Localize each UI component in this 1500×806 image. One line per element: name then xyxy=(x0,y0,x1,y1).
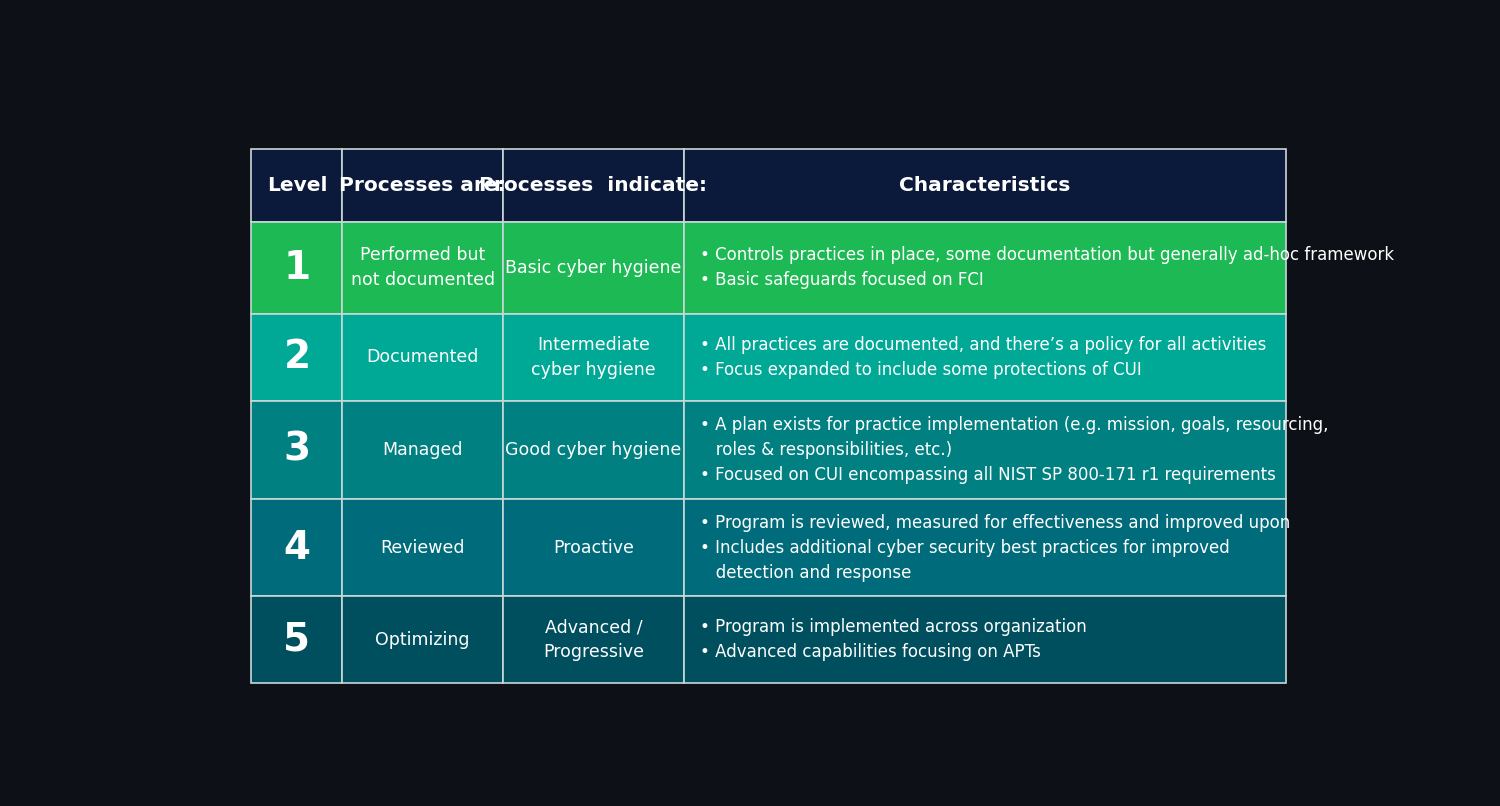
Bar xyxy=(252,314,342,401)
Bar xyxy=(342,499,502,596)
Bar xyxy=(503,149,684,222)
Bar xyxy=(684,499,1286,596)
Text: • A plan exists for practice implementation (e.g. mission, goals, resourcing,
  : • A plan exists for practice implementat… xyxy=(700,416,1329,484)
Text: Intermediate
cyber hygiene: Intermediate cyber hygiene xyxy=(531,336,656,379)
Bar xyxy=(684,596,1286,683)
Bar xyxy=(342,596,502,683)
Text: Managed: Managed xyxy=(382,441,464,459)
Bar xyxy=(503,499,684,596)
Bar xyxy=(684,401,1286,499)
Text: Processes  indicate:: Processes indicate: xyxy=(480,176,708,195)
Text: • Controls practices in place, some documentation but generally ad-hoc framework: • Controls practices in place, some docu… xyxy=(700,246,1395,289)
Bar xyxy=(252,149,342,222)
Text: • Program is reviewed, measured for effectiveness and improved upon
• Includes a: • Program is reviewed, measured for effe… xyxy=(700,513,1290,581)
Text: Optimizing: Optimizing xyxy=(375,631,470,649)
Text: Proactive: Proactive xyxy=(554,538,634,556)
Bar xyxy=(503,314,684,401)
Text: Processes are:: Processes are: xyxy=(339,176,506,195)
Bar xyxy=(252,499,342,596)
Bar xyxy=(503,222,684,314)
Bar xyxy=(252,596,342,683)
Bar xyxy=(342,401,502,499)
Text: Characteristics: Characteristics xyxy=(900,176,1071,195)
Text: Reviewed: Reviewed xyxy=(381,538,465,556)
Bar xyxy=(503,596,684,683)
Bar xyxy=(684,314,1286,401)
Bar xyxy=(252,401,342,499)
Text: 3: 3 xyxy=(284,430,310,468)
Bar xyxy=(252,222,342,314)
Text: 1: 1 xyxy=(284,249,310,287)
Text: • All practices are documented, and there’s a policy for all activities
• Focus : • All practices are documented, and ther… xyxy=(700,336,1266,379)
Bar xyxy=(684,222,1286,314)
Text: 2: 2 xyxy=(284,339,310,376)
Bar xyxy=(342,222,502,314)
Text: Level: Level xyxy=(267,176,327,195)
Bar xyxy=(503,401,684,499)
Text: Good cyber hygiene: Good cyber hygiene xyxy=(506,441,681,459)
Text: • Program is implemented across organization
• Advanced capabilities focusing on: • Program is implemented across organiza… xyxy=(700,618,1088,662)
Text: Advanced /
Progressive: Advanced / Progressive xyxy=(543,618,644,662)
Bar xyxy=(342,314,502,401)
Text: Basic cyber hygiene: Basic cyber hygiene xyxy=(506,259,681,276)
Text: 4: 4 xyxy=(284,529,310,567)
Text: 5: 5 xyxy=(284,621,310,659)
Bar xyxy=(684,149,1286,222)
Text: Documented: Documented xyxy=(366,348,478,366)
Bar xyxy=(342,149,502,222)
Text: Performed but
not documented: Performed but not documented xyxy=(351,246,495,289)
